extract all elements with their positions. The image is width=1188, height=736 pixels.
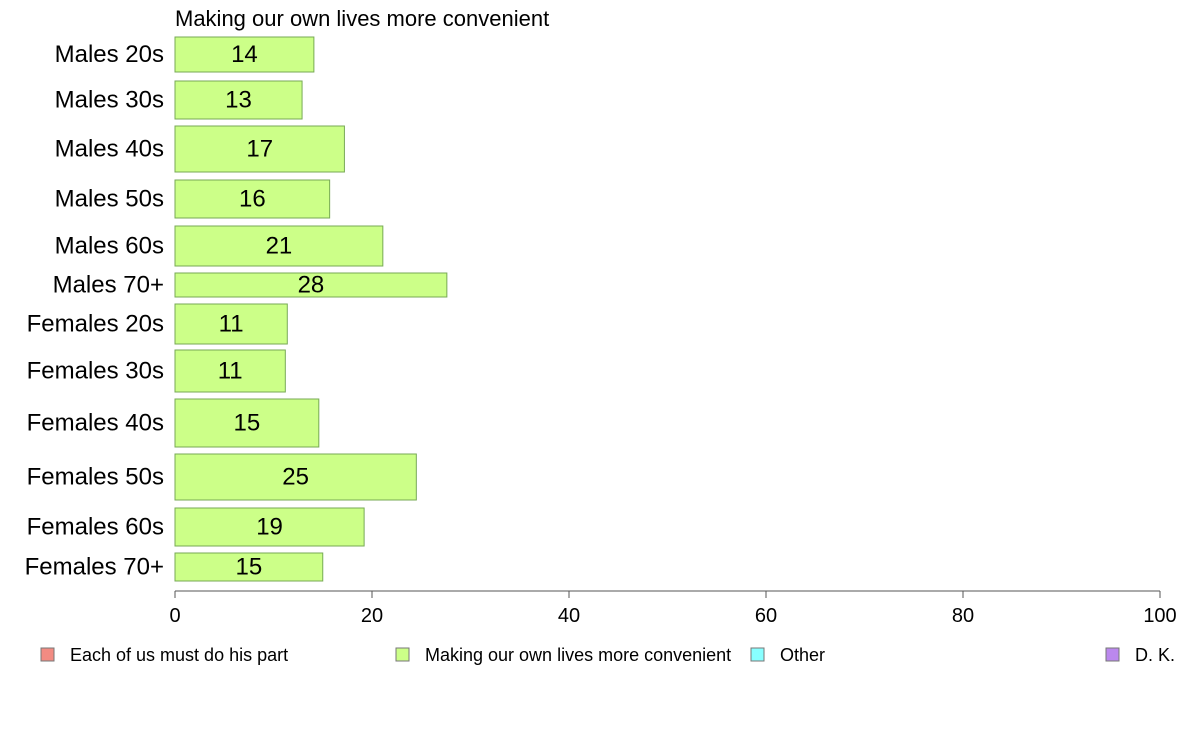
bar: [174, 225, 384, 267]
bar: [174, 398, 320, 448]
legend-label: Other: [780, 645, 825, 665]
x-tick-label: 80: [952, 605, 974, 627]
category-label: Females 50s: [27, 464, 164, 491]
bar: [174, 303, 288, 345]
category-label: Females 30s: [27, 358, 164, 385]
data-label: 28: [298, 272, 325, 299]
category-label: Males 50s: [55, 186, 164, 213]
bar: [174, 507, 365, 547]
legend-swatch: [1105, 647, 1120, 662]
bar: [174, 349, 286, 393]
legend-swatch: [40, 647, 55, 662]
data-label: 11: [218, 358, 243, 385]
data-label: 15: [236, 554, 263, 581]
legend-swatch: [395, 647, 410, 662]
category-label: Females 40s: [27, 410, 164, 437]
category-label: Females 20s: [27, 311, 164, 338]
x-axis: 0 20 40 60 80 100: [169, 590, 1177, 627]
category-label: Males 60s: [55, 233, 164, 260]
legend-label: D. K.: [1135, 645, 1175, 665]
x-tick-label: 40: [558, 605, 580, 627]
x-tick-label: 60: [755, 605, 777, 627]
legend: Each of us must do his part Making our ow…: [40, 645, 1175, 665]
legend-swatch: [750, 647, 765, 662]
x-tick-label: 20: [361, 605, 383, 627]
bar: [174, 80, 303, 120]
data-label: 19: [256, 514, 283, 541]
category-label: Males 20s: [55, 41, 164, 68]
legend-label: Making our own lives more convenient: [425, 645, 731, 665]
legend-label: Each of us must do his part: [70, 645, 288, 665]
x-tick-label: 100: [1143, 605, 1176, 627]
bar: [174, 552, 324, 582]
bar: [174, 179, 331, 219]
category-label: Males 30s: [55, 87, 164, 114]
bar: [174, 272, 448, 298]
chart-title: Making our own lives more convenient: [175, 6, 549, 31]
data-label: 17: [246, 136, 273, 163]
data-label: 21: [266, 233, 293, 260]
data-label: 13: [225, 87, 252, 114]
data-label: 16: [239, 186, 266, 213]
bars-group: Males 20s 14 Males 30s 13 Males 40s 17 Males 5…: [25, 36, 448, 582]
category-label: Females 70+: [25, 554, 164, 581]
data-label: 15: [234, 410, 261, 437]
category-label: Males 40s: [55, 136, 164, 163]
data-label: 11: [219, 311, 244, 338]
category-label: Females 60s: [27, 514, 164, 541]
bar: [174, 36, 315, 73]
data-label: 14: [231, 41, 258, 68]
data-label: 25: [282, 464, 309, 491]
bar: [174, 453, 417, 501]
x-tick-label: 0: [169, 605, 180, 627]
category-label: Males 70+: [53, 272, 164, 299]
bar: [174, 125, 345, 173]
